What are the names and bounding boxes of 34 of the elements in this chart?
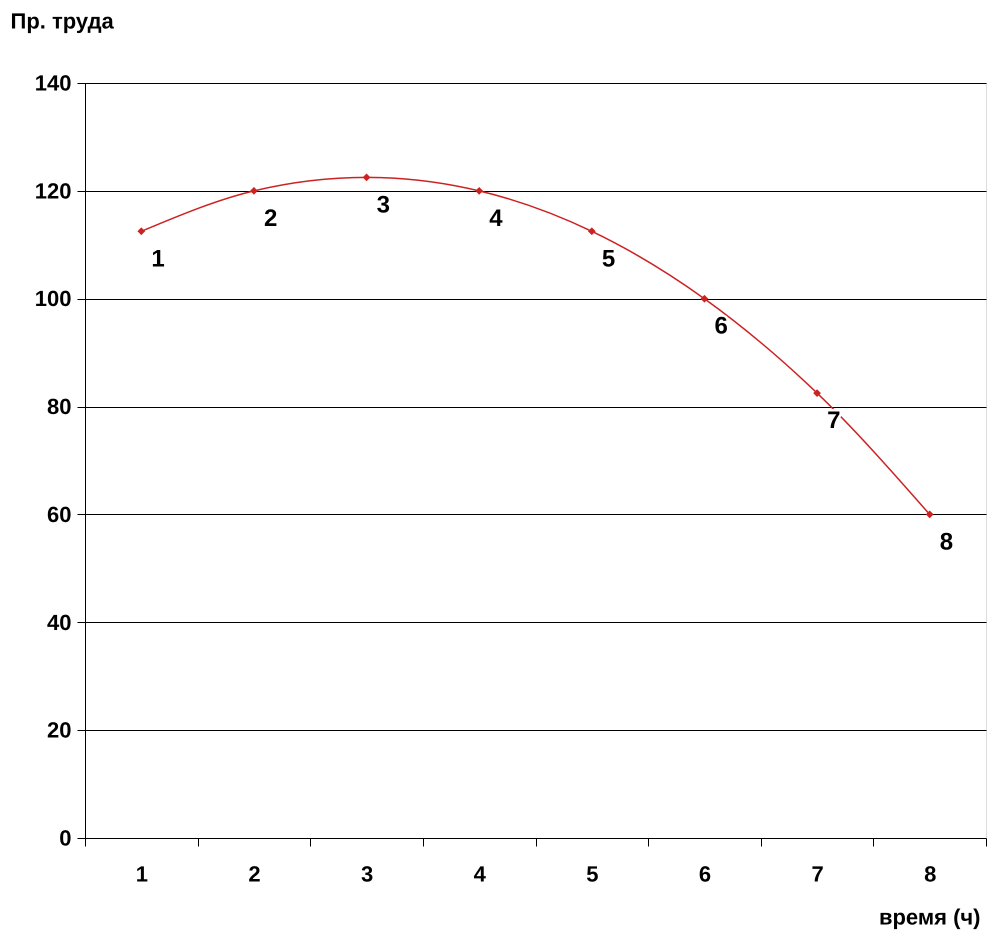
y-tick-label: 20: [47, 718, 72, 743]
y-tick-label: 100: [34, 286, 72, 312]
x-tick-label: 4: [474, 862, 487, 886]
point: [475, 186, 484, 195]
annotation: 1: [151, 245, 165, 272]
point: [137, 227, 146, 236]
annotation: 4: [489, 204, 504, 232]
x-axis-title: время (ч): [878, 904, 980, 930]
annotation: 7: [827, 407, 840, 434]
x-tick-label: 5: [586, 862, 598, 886]
point: [926, 510, 934, 518]
y-axis-title: Пр. труда: [10, 8, 115, 34]
annotation: 3: [376, 191, 390, 218]
x-tick-label: 8: [924, 862, 936, 886]
annotation: 5: [602, 245, 616, 272]
x-tick-label: 3: [360, 862, 374, 886]
point: [813, 389, 821, 397]
x-tick-label: 6: [698, 862, 712, 886]
x-tick-label: 1: [136, 862, 148, 886]
point: [362, 174, 370, 182]
y-tick-label: 40: [47, 610, 72, 635]
x-tick-label: 2: [248, 862, 261, 886]
y-tick-label: 60: [47, 502, 72, 527]
y-tick-label: 120: [34, 178, 72, 204]
point: [250, 186, 258, 195]
x-tick-label: 7: [811, 862, 824, 886]
y-tick-label: 140: [34, 70, 72, 96]
annotation: 2: [264, 204, 278, 232]
y-tick-label: 0: [59, 826, 72, 850]
y-tick-label: 80: [47, 394, 72, 420]
point: [588, 227, 596, 236]
annotation: 6: [714, 312, 728, 340]
annotation: 8: [940, 528, 954, 556]
point: [700, 294, 708, 303]
